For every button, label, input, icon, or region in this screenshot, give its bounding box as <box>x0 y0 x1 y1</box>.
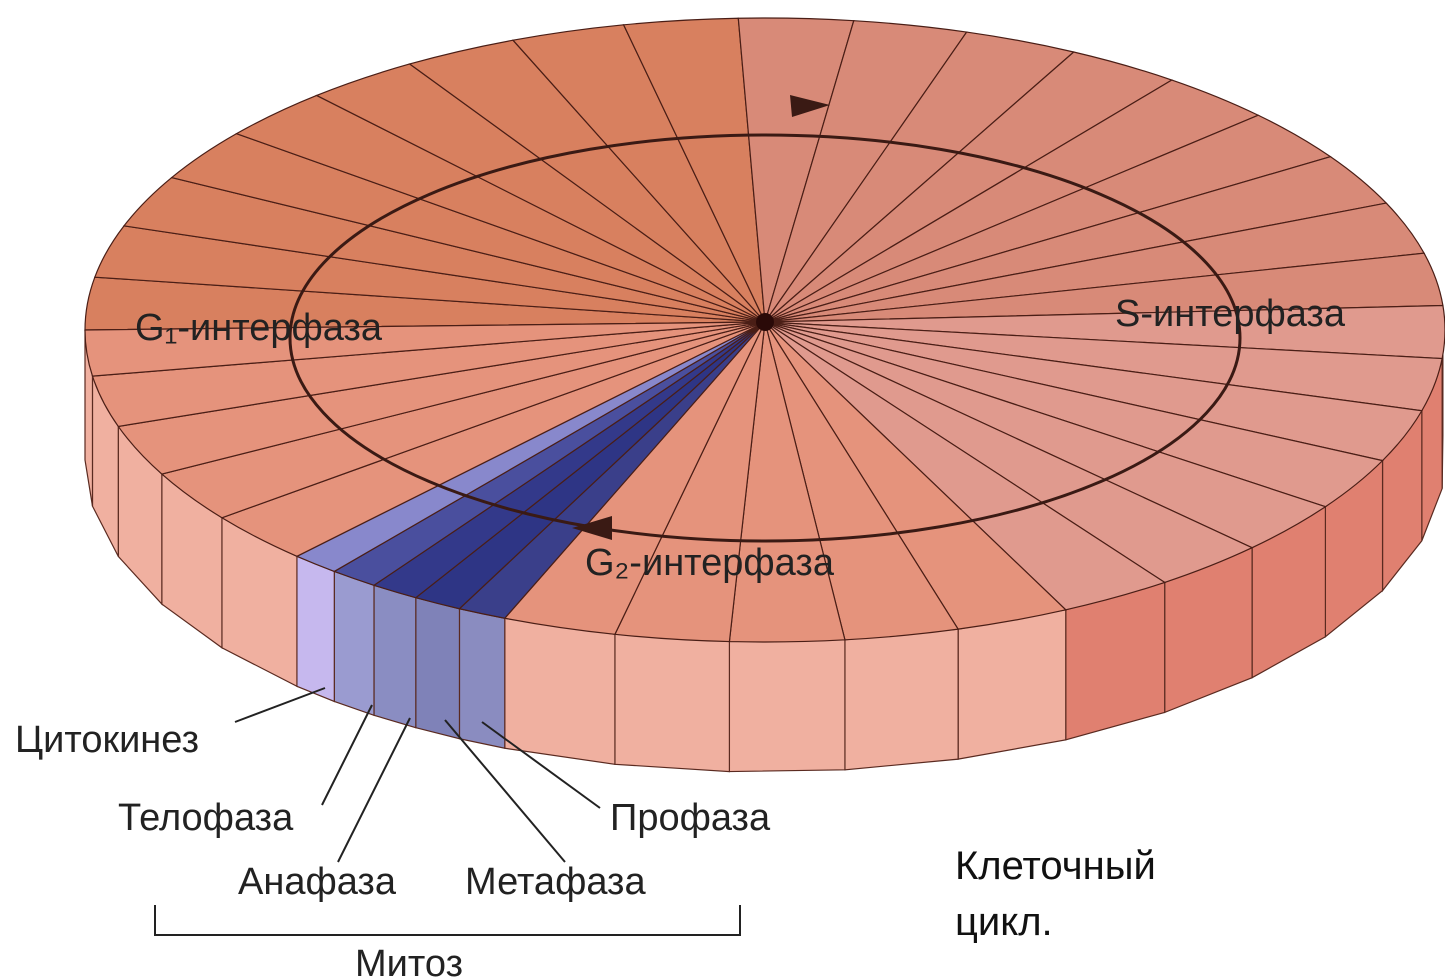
mitosis-label: Цитокинез <box>15 719 199 761</box>
disk-side <box>374 585 416 727</box>
disk-side <box>505 618 615 764</box>
disk-side <box>416 598 460 739</box>
caption: Клеточный цикл. <box>955 838 1215 950</box>
disk-side <box>615 634 729 771</box>
phase-label: G₁-интерфаза <box>135 307 383 349</box>
disk-side <box>297 556 334 701</box>
disk-side <box>958 610 1066 759</box>
disk-side <box>845 629 958 770</box>
cell-cycle-diagram: G₁-интерфаза S-интерфаза G₂-интерфаза Ци… <box>0 0 1445 979</box>
mitosis-label: Метафаза <box>465 861 646 903</box>
hub <box>756 313 774 331</box>
phase-label: S-интерфаза <box>1115 293 1346 335</box>
leader-line <box>235 688 325 722</box>
mitosis-label: Анафаза <box>238 861 397 903</box>
disk <box>85 18 1445 772</box>
bracket <box>155 905 740 935</box>
phase-label: G₂-интерфаза <box>585 542 835 584</box>
disk-side <box>729 640 845 772</box>
leader-line <box>322 705 372 805</box>
disk-side <box>334 571 374 715</box>
page: G₁-интерфаза S-интерфаза G₂-интерфаза Ци… <box>0 0 1445 979</box>
mitosis-title: Митоз <box>355 943 463 979</box>
mitosis-label: Профаза <box>610 797 771 839</box>
leader-line <box>338 718 410 862</box>
mitosis-label: Телофаза <box>118 797 294 839</box>
disk-side <box>459 609 504 749</box>
